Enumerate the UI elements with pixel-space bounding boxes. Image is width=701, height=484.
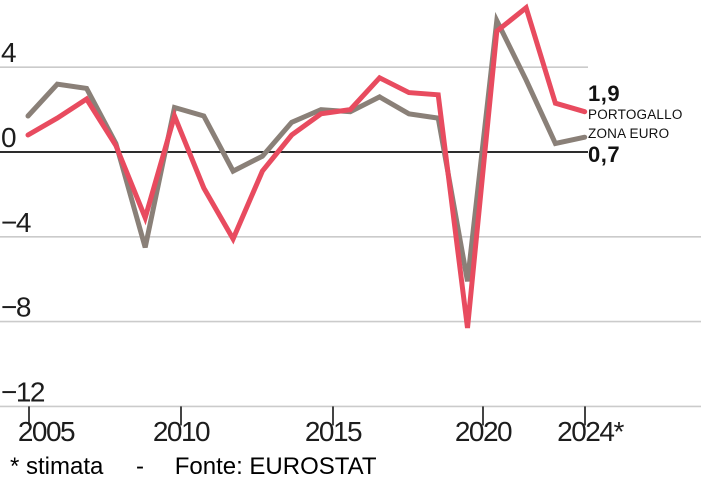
y-tick-label: −4 [1, 207, 31, 238]
x-tick-label: 2015 [305, 416, 362, 447]
x-tick-label: 2005 [18, 416, 75, 447]
x-tick-label: 2020 [455, 416, 512, 447]
x-tick-label: 2010 [153, 416, 210, 447]
x-tick-label: 2024* [557, 416, 624, 447]
chart-footnote-row: * stimata - Fonte: EUROSTAT [10, 453, 377, 481]
y-tick-label: −12 [1, 376, 45, 407]
y-tick-label: 0 [1, 122, 16, 153]
footnote-separator: - [136, 453, 145, 480]
portugal-series-label: PORTOGALLO [588, 107, 683, 122]
series-line-portogallo [25, 3, 588, 329]
footnote-estimate-text: * stimata [10, 453, 104, 480]
source-text: Fonte: EUROSTAT [174, 453, 377, 480]
y-tick-label: −8 [1, 292, 31, 323]
series-end-labels: 1,9 PORTOGALLO ZONA EURO 0,7 [588, 82, 701, 166]
eurozone-series-label: ZONA EURO [588, 126, 670, 141]
eurozone-end-value: 0,7 [588, 142, 621, 167]
portugal-end-value: 1,9 [588, 81, 621, 106]
series-line-zona-euro [25, 11, 588, 282]
chart-canvas: 4 0 −4 −8 −12 2005 2010 2015 2020 2024* [0, 3, 701, 447]
y-tick-label: 4 [1, 37, 16, 68]
